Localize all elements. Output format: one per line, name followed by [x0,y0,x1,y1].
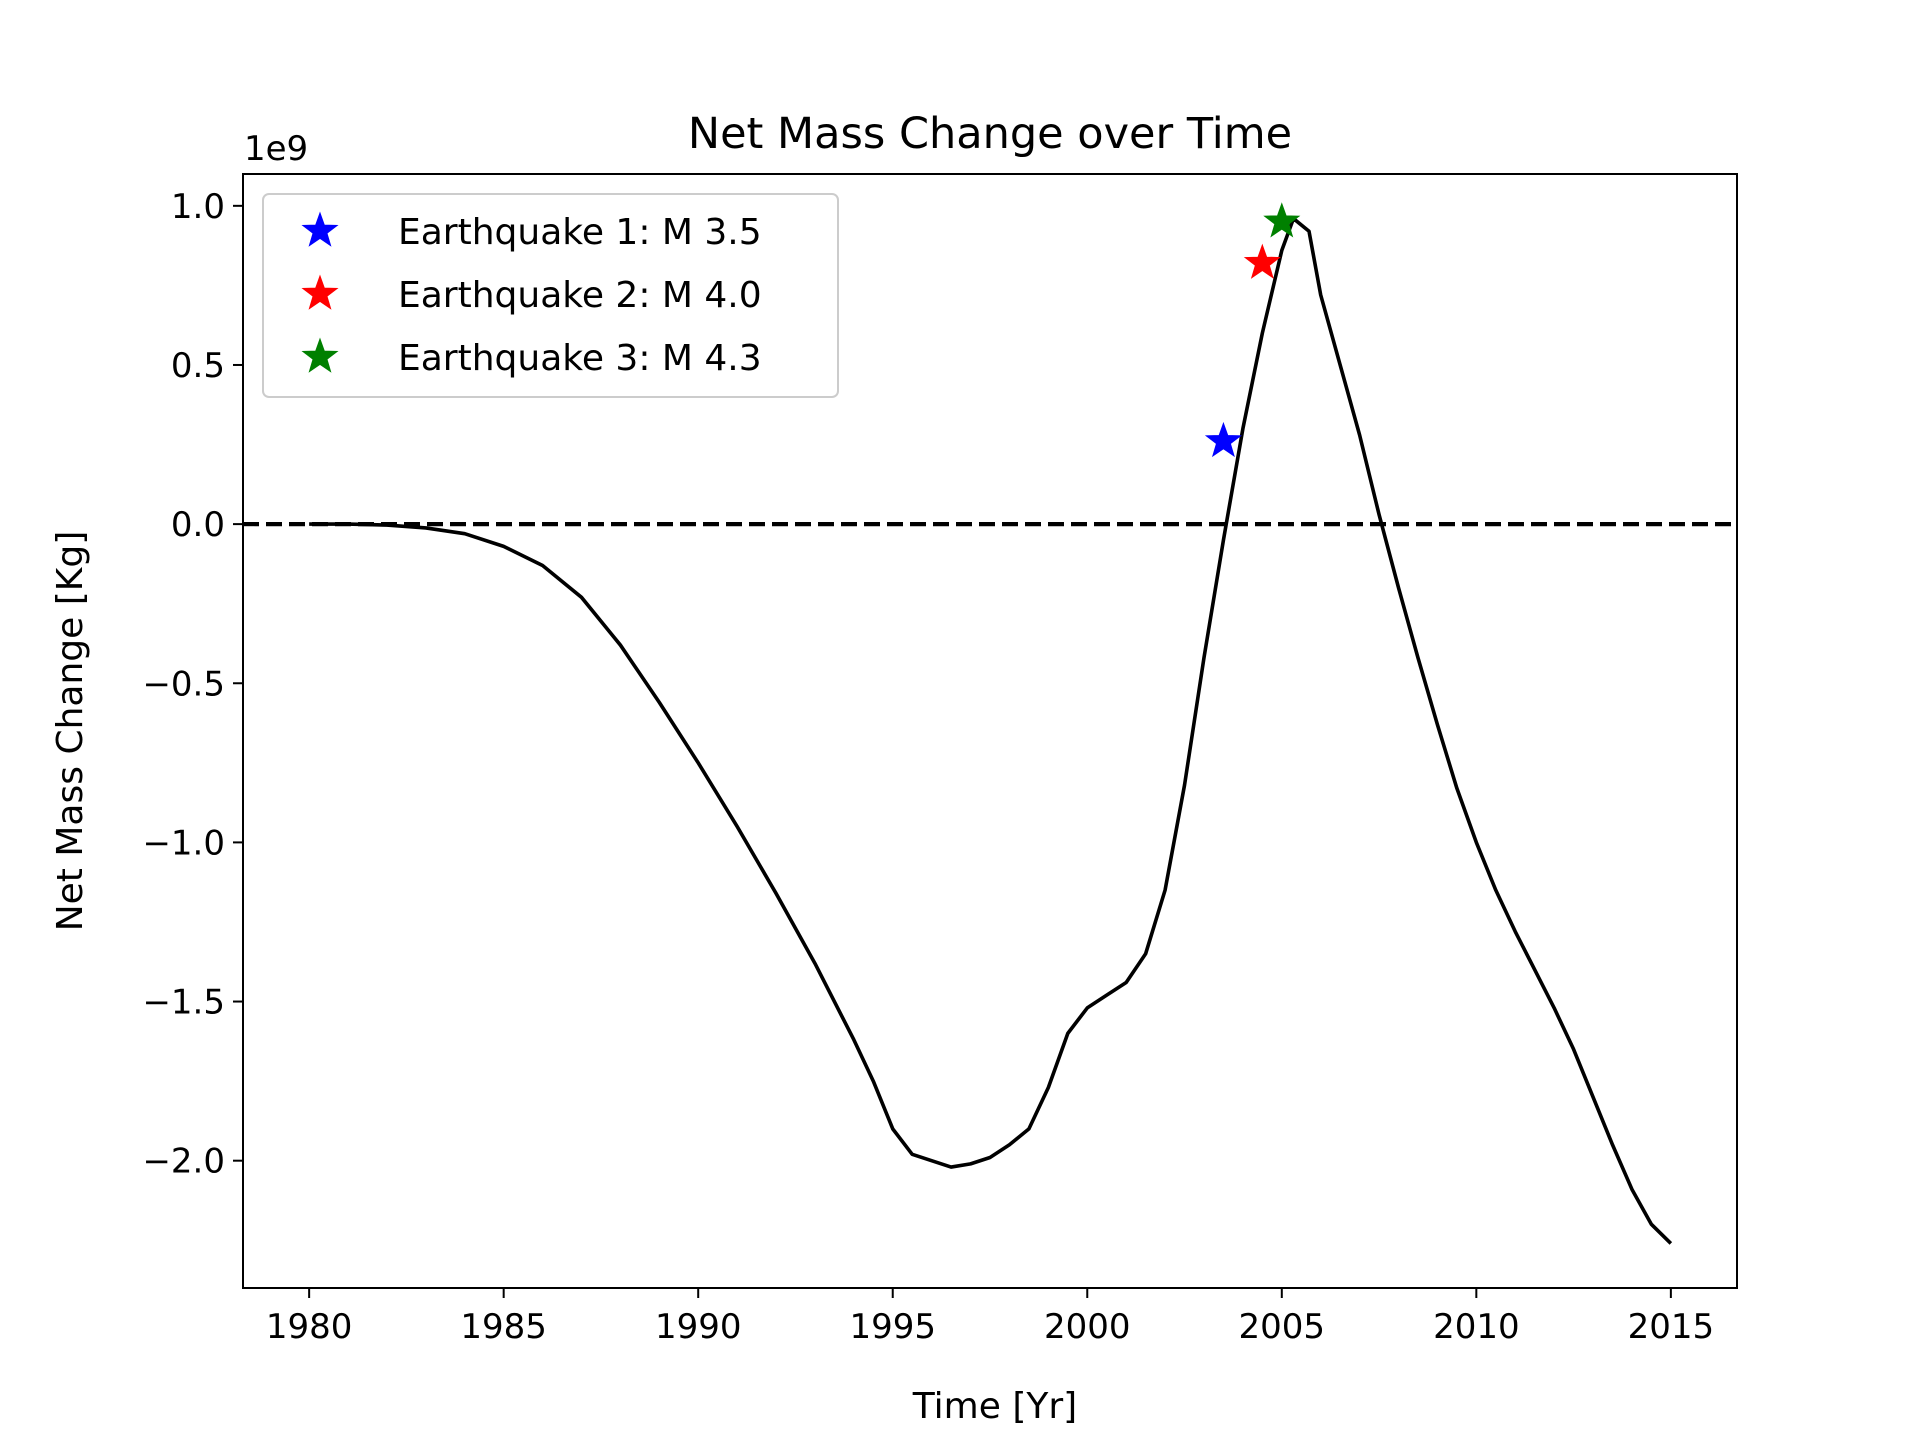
y-offset-label: 1e9 [244,129,308,169]
legend-marker-earthquake-1 [301,211,339,247]
earthquake-markers [1204,202,1301,458]
legend-label-earthquake-2: Earthquake 2: M 4.0 [398,275,762,316]
y-tick-label: −2.0 [142,1142,225,1182]
earthquake-2-marker [1243,243,1281,279]
y-tick-label: −0.5 [142,664,225,704]
x-axis-title: Time [Yr] [912,1386,1077,1427]
legend-marker-earthquake-3 [301,337,339,373]
net-mass-change-line [309,216,1673,1245]
legend-box [262,193,839,398]
chart-title: Net Mass Change over Time [688,109,1292,159]
axes: 1980 1985 1990 1995 2000 2005 2010 2015 1.0 0.5 0.… [142,173,1738,1347]
y-tick-label: −1.0 [142,823,225,863]
legend: Earthquake 1: M 3.5 Earthquake 2: M 4.0 Ea… [262,193,839,398]
x-tick-label: 1990 [655,1307,742,1347]
x-tick-label: 2005 [1239,1307,1326,1347]
earthquake-1-marker [1204,421,1242,458]
x-tick-label: 2000 [1044,1307,1131,1347]
plot-area [243,216,1737,1245]
plot-frame [242,173,1738,1289]
y-tick-label: 0.5 [171,346,225,386]
x-tick-label: 2010 [1433,1307,1520,1347]
x-tick-label: 2015 [1628,1307,1715,1347]
legend-label-earthquake-3: Earthquake 3: M 4.3 [398,338,762,379]
x-tick-label: 1980 [266,1307,353,1347]
legend-marker-earthquake-2 [301,274,339,310]
earthquake-3-marker [1263,202,1301,238]
y-axis-title: Net Mass Change [Kg] [50,531,91,932]
y-tick-label: 1.0 [171,187,225,227]
y-tick-label: −1.5 [142,983,225,1023]
x-tick-label: 1995 [849,1307,936,1347]
x-tick-label: 1985 [460,1307,547,1347]
y-tick-label: 0.0 [171,505,225,545]
legend-label-earthquake-1: Earthquake 1: M 3.5 [398,212,762,253]
